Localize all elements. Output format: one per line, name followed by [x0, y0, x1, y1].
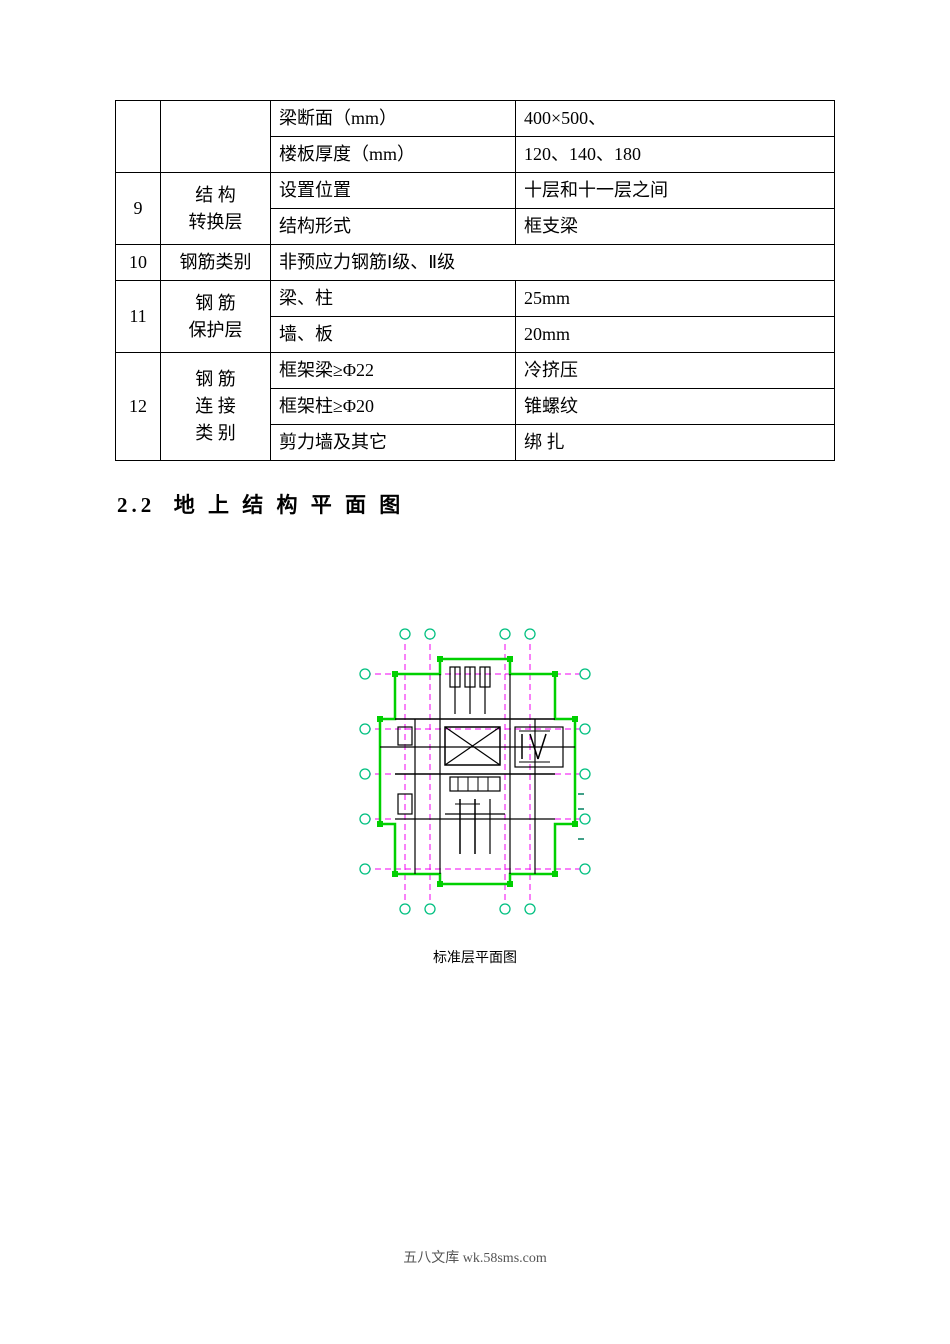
row-cat: 钢 筋 保护层 — [161, 281, 271, 353]
row-cat: 结 构 转换层 — [161, 173, 271, 245]
cell-val: 20mm — [516, 317, 835, 353]
row-num-empty — [116, 101, 161, 173]
cell-val: 锥螺纹 — [516, 389, 835, 425]
row-cat: 钢筋类别 — [161, 245, 271, 281]
row-num: 12 — [116, 353, 161, 461]
cell-label: 墙、板 — [271, 317, 516, 353]
cell-label: 梁断面（mm） — [271, 101, 516, 137]
cell-label: 框架梁≥Φ22 — [271, 353, 516, 389]
cat-text: 钢 筋 保护层 — [189, 293, 243, 340]
cell-label: 剪力墙及其它 — [271, 425, 516, 461]
row-num: 9 — [116, 173, 161, 245]
spec-table: 梁断面（mm） 400×500、 楼板厚度（mm） 120、140、180 9 … — [115, 100, 835, 461]
cell-val: 25mm — [516, 281, 835, 317]
cell-label: 结构形式 — [271, 209, 516, 245]
section-heading: 2.2 地 上 结 构 平 面 图 — [115, 489, 835, 519]
cell-val: 十层和十一层之间 — [516, 173, 835, 209]
cat-text: 结 构 转换层 — [189, 185, 243, 232]
heading-title: 地 上 结 构 平 面 图 — [174, 493, 405, 517]
cell-val: 框支梁 — [516, 209, 835, 245]
cell-label: 设置位置 — [271, 173, 516, 209]
diagram-caption: 标准层平面图 — [115, 947, 835, 967]
cell-val: 400×500、 — [516, 101, 835, 137]
cell-label-span: 非预应力钢筋Ⅰ级、Ⅱ级 — [271, 245, 835, 281]
heading-number: 2.2 — [117, 493, 155, 517]
cell-val: 120、140、180 — [516, 137, 835, 173]
cell-val: 绑 扎 — [516, 425, 835, 461]
page-footer: 五八文库 wk.58sms.com — [115, 1247, 835, 1267]
cell-val: 冷挤压 — [516, 353, 835, 389]
cat-text: 钢 筋 连 接 类 别 — [195, 369, 236, 443]
cell-label: 楼板厚度（mm） — [271, 137, 516, 173]
cell-label: 梁、柱 — [271, 281, 516, 317]
floor-plan-diagram: 标准层平面图 — [115, 619, 835, 967]
row-num: 11 — [116, 281, 161, 353]
cell-label: 框架柱≥Φ20 — [271, 389, 516, 425]
row-num: 10 — [116, 245, 161, 281]
row-cat: 钢 筋 连 接 类 别 — [161, 353, 271, 461]
floor-plan-svg — [320, 619, 630, 939]
row-cat-empty — [161, 101, 271, 173]
